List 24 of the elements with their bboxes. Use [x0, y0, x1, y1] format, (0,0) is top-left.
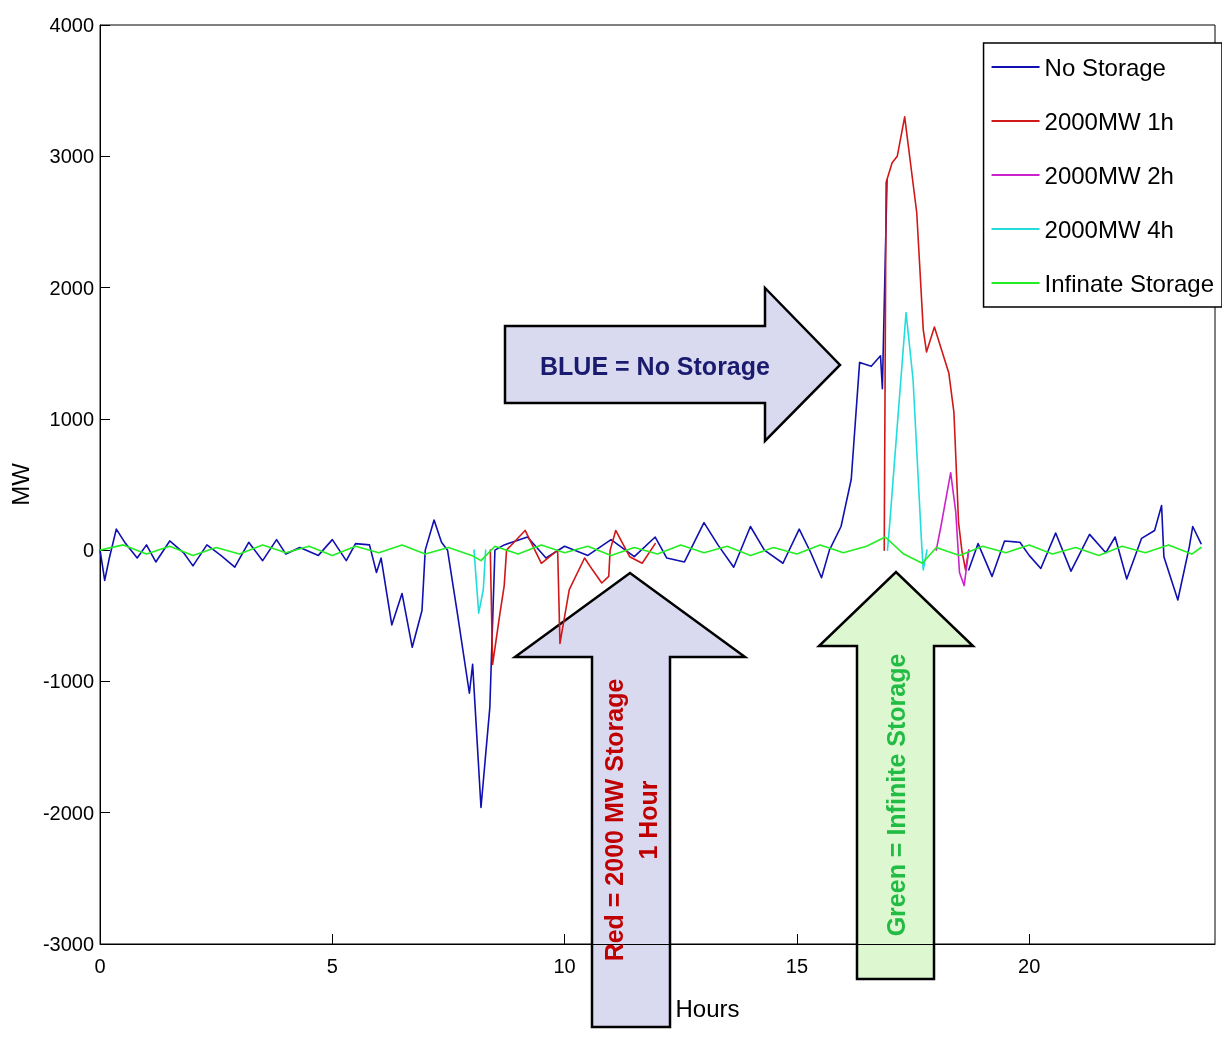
y-axis-title: MW	[6, 462, 34, 506]
x-tick-label: 15	[785, 955, 809, 977]
legend-label: 2000MW 2h	[1044, 161, 1174, 189]
y-tick-label: 3000	[49, 145, 95, 168]
line-series	[935, 471, 970, 587]
annotation: BLUE = No Storage	[540, 352, 771, 380]
y-tick-label: 2000	[49, 276, 95, 299]
x-axis-title: Hours	[675, 994, 740, 1022]
annotation: Green = Infinite Storage	[882, 653, 910, 937]
y-tick-label: -2000	[42, 801, 95, 824]
y-tick-label: 4000	[49, 14, 95, 36]
y-tick-label: 0	[82, 539, 95, 562]
legend-label: Infinate Storage	[1044, 269, 1214, 297]
x-tick-label: 5	[326, 955, 338, 977]
y-tick-label: -3000	[42, 933, 95, 955]
x-tick-label: 20	[1018, 955, 1041, 977]
line-series	[99, 536, 1202, 565]
annotation: Red = 2000 MW Storage 1 Hour	[600, 678, 662, 962]
legend-label: No Storage	[1044, 53, 1166, 81]
x-tick-label: 10	[553, 955, 576, 977]
y-tick-label: 1000	[49, 407, 95, 430]
y-tick-label: -1000	[42, 670, 95, 693]
legend-label: 2000MW 1h	[1044, 107, 1174, 135]
legend-label: 2000MW 4h	[1044, 215, 1174, 243]
